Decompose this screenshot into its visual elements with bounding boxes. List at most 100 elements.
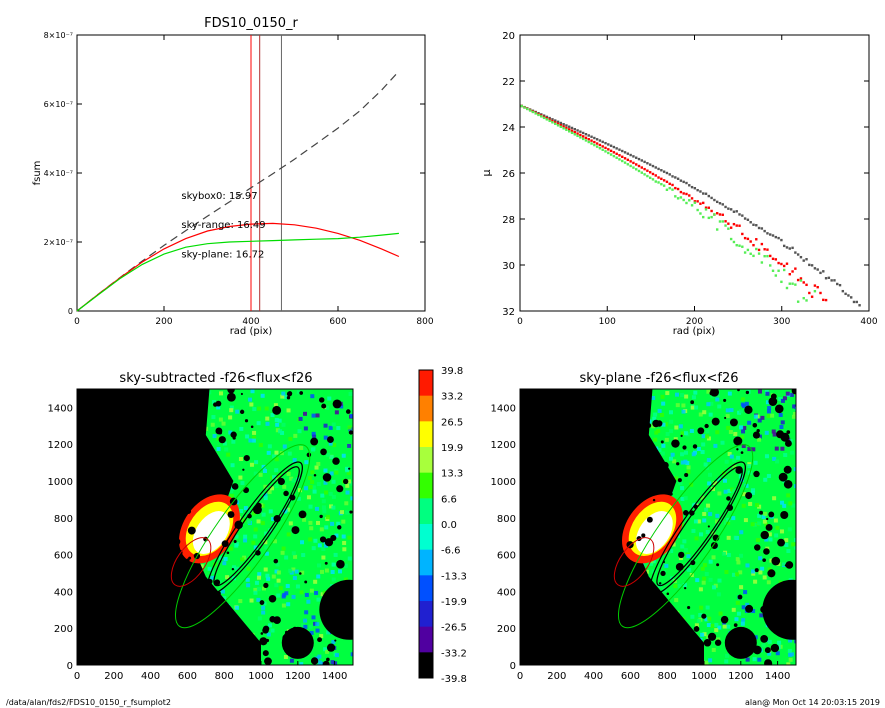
masked-source — [764, 647, 771, 654]
image-pixel-blob — [216, 447, 221, 452]
image-pixel-blob — [347, 535, 352, 540]
image-pixel-blob — [280, 394, 285, 399]
masked-source — [599, 647, 608, 656]
image-pixel-blob — [683, 459, 688, 464]
image-pixel-blob — [330, 521, 335, 526]
mu-profile-point — [774, 274, 778, 277]
masked-source — [334, 639, 337, 642]
image-pixel-blob — [258, 472, 263, 477]
masked-source — [319, 397, 325, 403]
image-pixel-blob — [740, 621, 745, 626]
image-pixel-blob — [773, 518, 778, 523]
image-pixel-blob — [266, 450, 271, 455]
x-tick-label: 400 — [141, 671, 160, 682]
image-pixel-blob — [287, 451, 292, 456]
image-pixel-blob — [253, 590, 258, 595]
image-pixel-blob — [712, 585, 717, 590]
masked-source — [780, 510, 789, 520]
masked-source — [327, 594, 334, 601]
image-pixel-blob — [319, 634, 324, 639]
image-pixel-blob — [764, 537, 769, 542]
masked-source — [726, 496, 731, 501]
mu-profile-point — [729, 226, 733, 229]
masked-source — [749, 641, 755, 647]
mu-profile-point — [858, 304, 861, 307]
image-pixel-blob — [660, 394, 665, 399]
image-pixel-blob — [772, 432, 777, 437]
x-tick-label: 100 — [599, 317, 616, 327]
masked-source — [611, 653, 620, 662]
mu-profile-point — [704, 208, 708, 211]
image-pixel-blob — [256, 575, 261, 580]
masked-source — [215, 461, 219, 465]
image-pixel-blob — [253, 471, 258, 476]
image-pixel-blob — [707, 616, 712, 621]
image-pixel-blob — [726, 624, 731, 629]
y-tick-label: 26 — [502, 169, 515, 180]
masked-source — [585, 561, 592, 568]
mask-region — [520, 389, 704, 665]
mu-profile-point — [637, 164, 641, 168]
masked-star — [762, 579, 796, 640]
mu-profile-point — [785, 246, 789, 249]
image-pixel-blob — [331, 494, 336, 499]
image-pixel-blob — [313, 621, 318, 626]
image-pixel-blob — [282, 484, 287, 489]
image-pixel-blob — [753, 414, 758, 419]
masked-source — [690, 400, 695, 405]
masked-source — [692, 444, 698, 449]
mu-profile-point — [587, 138, 590, 141]
image-pixel-blob — [303, 624, 308, 629]
masked-source — [326, 643, 336, 652]
masked-source — [687, 605, 691, 610]
mu-profile-point — [782, 244, 786, 248]
image-pixel-blob — [311, 485, 316, 490]
masked-source — [349, 510, 353, 514]
image-pixel-blob — [709, 401, 714, 406]
mu-profile-point — [598, 147, 602, 150]
image-pixel-blob — [764, 430, 769, 435]
mu-profile-point — [805, 283, 808, 287]
masked-source — [179, 622, 182, 625]
mu-profile-point — [609, 149, 613, 153]
image-pixel-blob — [704, 617, 709, 622]
image-pixel-blob — [315, 622, 320, 627]
image-pixel-blob — [325, 515, 330, 520]
mu-profile-point — [822, 270, 825, 273]
image-body — [520, 389, 796, 665]
mu-profile-point — [545, 118, 549, 121]
image-pixel-blob — [326, 452, 331, 457]
image-pixel-blob — [276, 474, 281, 479]
masked-source — [614, 411, 621, 418]
image-pixel-blob — [310, 447, 315, 452]
masked-source — [724, 416, 727, 420]
image-pixel-blob — [347, 425, 352, 430]
masked-source — [158, 654, 168, 664]
masked-source — [661, 474, 667, 479]
y-tick-label: 28 — [502, 215, 515, 226]
mu-profile-point — [632, 161, 635, 165]
mu-profile-point — [528, 109, 532, 112]
image-pixel-blob — [784, 542, 789, 547]
image-pixel-blob — [291, 594, 296, 599]
mu-profile-point — [629, 160, 632, 163]
image-pixel-blob — [761, 515, 766, 520]
masked-source — [332, 399, 342, 409]
image-pixel-blob — [758, 556, 763, 561]
image-pixel-blob — [278, 429, 283, 434]
mu-profile-point — [626, 158, 630, 162]
mu-profile-point — [554, 122, 557, 126]
image-pixel-blob — [783, 396, 788, 401]
mu-profile-point — [568, 128, 571, 131]
mu-profile-point — [523, 106, 526, 109]
image-pixel-blob — [720, 440, 725, 445]
masked-source — [184, 496, 187, 499]
image-pixel-blob — [228, 430, 233, 435]
image-pixel-blob — [669, 548, 674, 553]
image-pixel-blob — [345, 490, 350, 495]
image-pixel-blob — [342, 547, 347, 552]
masked-source — [173, 563, 180, 571]
image-pixel-blob — [767, 651, 772, 656]
masked-source — [310, 437, 319, 446]
mu-profile-point — [640, 166, 644, 169]
